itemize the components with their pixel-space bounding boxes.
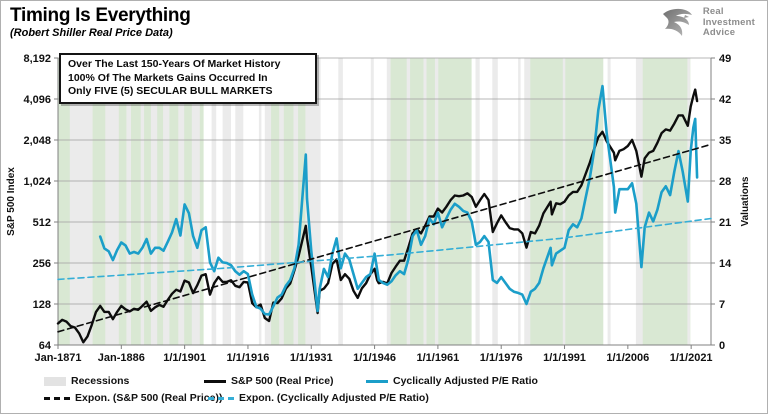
legend-label-expon-sp500: Expon. (S&P 500 (Real Price)) [75, 392, 223, 404]
left-axis-tick-label: 8,192 [23, 53, 51, 65]
annotation-line-2: 100% Of The Markets Gains Occurred In [68, 71, 268, 84]
recession-band [524, 58, 531, 345]
annotation-line-1: Over The Last 150-Years Of Market Histor… [68, 58, 281, 70]
right-axis-tick-label: 35 [719, 135, 731, 147]
x-axis-tick-label: 1/1/1901 [163, 352, 206, 364]
series-expon-sp500 [57, 143, 712, 333]
recession-band [305, 58, 321, 345]
legend-label-recessions: Recessions [71, 375, 130, 387]
recession-band [607, 58, 611, 345]
recession-band [423, 58, 427, 345]
annotation-line-3: Only FIVE (5) SECULAR BULL MARKETS [68, 85, 273, 97]
annotation-box: Over The Last 150-Years Of Market Histor… [59, 53, 317, 104]
recessions-swatch [44, 376, 66, 386]
left-axis-tick-label: 4,096 [23, 94, 51, 106]
x-axis-tick-label: 1/1/1991 [543, 352, 586, 364]
recession-band [105, 58, 119, 345]
brand-logo: Real Investment Advice [661, 7, 755, 39]
recession-band [518, 58, 521, 345]
expon-cape-dash-swatch [208, 396, 234, 400]
legend-item-expon-sp500: Expon. (S&P 500 (Real Price)) [44, 392, 222, 404]
right-axis-tick-label: 21 [719, 217, 731, 229]
brand-line-3: Advice [702, 27, 736, 39]
recession-band [370, 58, 374, 345]
page-title: Timing Is Everything [10, 5, 191, 26]
recession-band [178, 58, 185, 345]
x-axis-tick-label: 1/1/2006 [606, 352, 649, 364]
recession-band [69, 58, 93, 345]
x-axis-tick-label: Jan-1871 [34, 352, 81, 364]
series-cape [98, 84, 699, 316]
recession-band [235, 58, 244, 345]
legend-label-sp500: S&P 500 (Real Price) [231, 375, 334, 387]
recession-band [150, 58, 158, 345]
recession-band [475, 58, 480, 345]
x-axis-tick-label: 1/1/2021 [670, 352, 713, 364]
brand-line-2: Investment [702, 16, 755, 28]
recession-band [191, 58, 200, 345]
right-axis-tick-label: 42 [719, 94, 731, 106]
right-axis-title: Valuations [740, 176, 751, 226]
recession-band [635, 58, 643, 345]
left-axis-title: S&P 500 Index [6, 167, 17, 236]
recession-band [434, 58, 439, 345]
x-axis-tick-label: 1/1/1916 [227, 352, 270, 364]
recession-band [386, 58, 391, 345]
secular-bull-band [638, 58, 691, 345]
recession-band [264, 58, 272, 345]
recession-band [492, 58, 498, 345]
right-axis-tick-label: 7 [719, 299, 725, 311]
recession-band [258, 58, 262, 345]
cape-line-swatch [366, 379, 388, 383]
recession-band [140, 58, 145, 345]
right-axis-tick-label: 14 [719, 258, 732, 270]
legend-item-recessions: Recessions [44, 375, 129, 387]
expon-sp500-dash-swatch [44, 396, 70, 400]
page-subtitle: (Robert Shiller Real Price Data) [10, 27, 173, 39]
legend-label-cape: Cyclically Adjusted P/E Ratio [393, 375, 538, 387]
x-axis-tick-label: Jan-1886 [98, 352, 145, 364]
recession-band [211, 58, 217, 345]
x-axis-tick-label: 1/1/1976 [480, 352, 523, 364]
recession-band [163, 58, 170, 345]
left-axis-tick-label: 1,024 [23, 176, 51, 188]
recession-band [279, 58, 284, 345]
left-axis-tick-label: 512 [33, 217, 51, 229]
secular-bull-band [387, 58, 472, 345]
x-axis-tick-label: 1/1/1946 [353, 352, 396, 364]
legend-item-expon-cape: Expon. (Cyclically Adjusted P/E Ratio) [208, 392, 429, 404]
series-expon-cape [57, 217, 712, 281]
legend-label-expon-cape: Expon. (Cyclically Adjusted P/E Ratio) [239, 392, 429, 404]
right-axis-tick-label: 28 [719, 176, 731, 188]
right-axis-tick-label: 0 [719, 340, 725, 352]
right-axis-tick-label: 49 [719, 53, 731, 65]
brand-line-1: Real [702, 6, 724, 18]
x-axis-tick-label: 1/1/1961 [416, 352, 459, 364]
recession-band [222, 58, 231, 345]
legend-item-cape: Cyclically Adjusted P/E Ratio [366, 375, 538, 387]
recession-band [293, 58, 299, 345]
chart-plot-area: 8,192 4,096 2,048 1,024 512 256 128 64 49 42 35 28 2… [6, 53, 751, 364]
recession-band [338, 58, 343, 345]
left-axis-tick-label: 2,048 [23, 135, 51, 147]
left-axis-tick-label: 64 [39, 340, 52, 352]
eagle-icon [662, 8, 692, 36]
brand-text: Real Investment Advice [703, 7, 755, 39]
x-axis-tick-label: 1/1/1931 [290, 352, 333, 364]
left-axis-tick-label: 256 [33, 258, 51, 270]
recession-band [406, 58, 411, 345]
left-axis-tick-label: 128 [33, 299, 51, 311]
legend-item-sp500: S&P 500 (Real Price) [204, 375, 334, 387]
recession-band [126, 58, 131, 345]
sp500-line-swatch [204, 379, 226, 383]
